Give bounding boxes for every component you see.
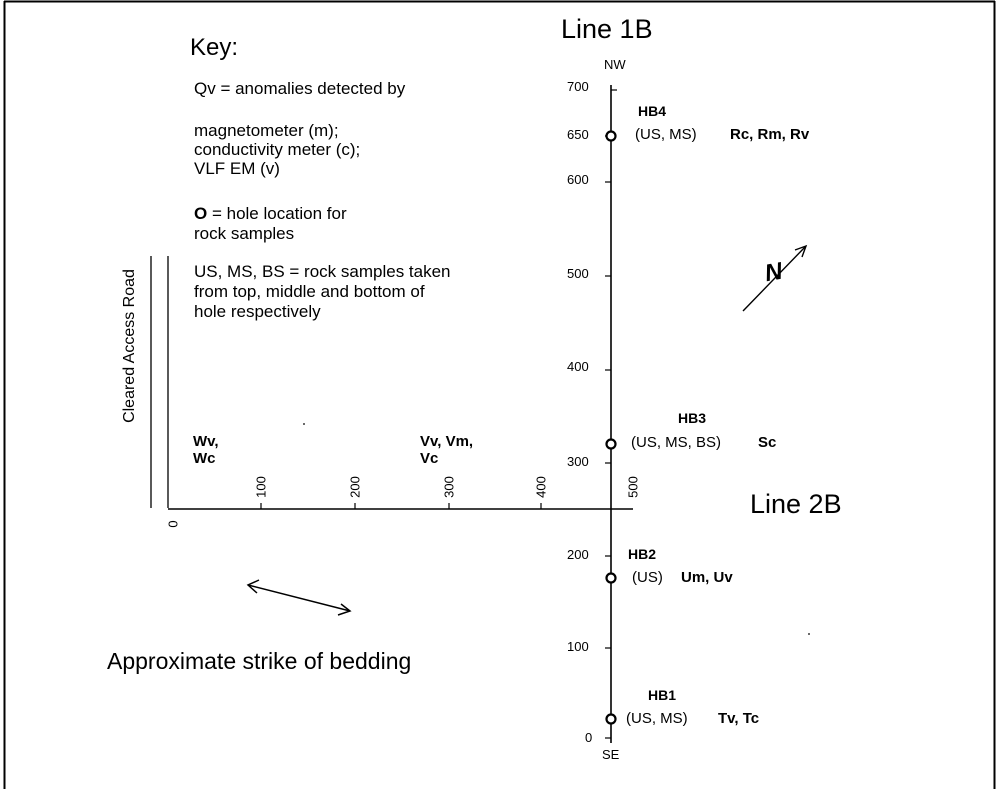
- stray-dot: [808, 633, 810, 635]
- line1b-se-label: SE: [602, 747, 620, 762]
- key-instrument-vlf: VLF EM (v): [194, 159, 280, 178]
- hole-marker-hb2: [605, 572, 617, 584]
- anomaly-v-line-2: Vc: [420, 450, 439, 467]
- key-hole-text: = hole location for: [207, 204, 347, 223]
- north-arrow-icon: [742, 244, 808, 312]
- line2b-tick-400: 400: [533, 476, 549, 498]
- hole-name-hb3: HB3: [678, 410, 707, 426]
- hole-samples-hb2: (US): [632, 569, 663, 586]
- line1b-tick-400: 400: [567, 359, 589, 374]
- line2b-tick-200: 200: [347, 476, 363, 498]
- key-samples-line-1: US, MS, BS = rock samples taken: [194, 262, 451, 281]
- hole-marker-hb3: [605, 438, 617, 450]
- hole-anomalies-hb4: Rc, Rm, Rv: [730, 126, 810, 143]
- stray-dot: [303, 423, 305, 425]
- line1b-tick-650: 650: [567, 127, 589, 142]
- hole-marker-hb4: [605, 130, 617, 142]
- key-hole-text-2: rock samples: [194, 224, 295, 243]
- key-qv-line: Qv = anomalies detected by: [194, 79, 406, 98]
- key-title: Key:: [190, 34, 239, 61]
- key-samples-line-3: hole respectively: [194, 302, 321, 321]
- line2b-tick-100: 100: [253, 476, 269, 498]
- hole-anomalies-hb3: Sc: [758, 434, 777, 451]
- line2b-tick-500: 500: [625, 476, 641, 498]
- strike-double-arrow-icon: [246, 579, 352, 616]
- hole-samples-hb4: (US, MS): [635, 126, 697, 143]
- key-samples-line-2: from top, middle and bottom of: [194, 282, 425, 301]
- line1b-tick-200: 200: [567, 547, 589, 562]
- line2b-title: Line 2B: [750, 489, 842, 519]
- key-hole-line: O = hole location for: [194, 204, 347, 223]
- line1b-tick-500: 500: [567, 266, 589, 281]
- anomaly-w-line-1: Wv,: [193, 433, 219, 450]
- line1b-tick-0: 0: [585, 730, 593, 745]
- key-instrument-magnetometer: magnetometer (m);: [194, 121, 339, 140]
- line2b-tick-marks: [260, 503, 542, 509]
- anomaly-w: Wv, Wc: [193, 433, 219, 467]
- line2b-tick-300: 300: [441, 476, 457, 498]
- line1b-tick-300: 300: [567, 454, 589, 469]
- line1b-nw-label: NW: [604, 57, 626, 72]
- line1b-tick-600: 600: [567, 172, 589, 187]
- hole-anomalies-hb1: Tv, Tc: [718, 710, 760, 727]
- hole-anomalies-hb2: Um, Uv: [681, 569, 733, 586]
- hole-name-hb1: HB1: [648, 687, 677, 703]
- line1b-tick-100: 100: [567, 639, 589, 654]
- hole-samples-hb3: (US, MS, BS): [631, 434, 722, 451]
- hole-samples-hb1: (US, MS): [626, 710, 688, 727]
- key-instrument-conductivity: conductivity meter (c);: [194, 140, 361, 159]
- hole-name-hb2: HB2: [628, 546, 657, 562]
- line2b-tick-0: 0: [165, 520, 181, 528]
- line1b-tick-700: 700: [567, 79, 589, 94]
- hole-name-hb4: HB4: [638, 103, 667, 119]
- strike-label: Approximate strike of bedding: [107, 648, 412, 674]
- anomaly-v-line-1: Vv, Vm,: [420, 433, 474, 450]
- road-label: Cleared Access Road: [121, 269, 138, 423]
- anomaly-v: Vv, Vm, Vc: [420, 433, 473, 467]
- anomaly-w-line-2: Wc: [193, 450, 216, 467]
- hole-marker-hb1: [605, 713, 617, 725]
- key-hole-symbol: O: [194, 204, 208, 223]
- line1b-title: Line 1B: [561, 14, 653, 44]
